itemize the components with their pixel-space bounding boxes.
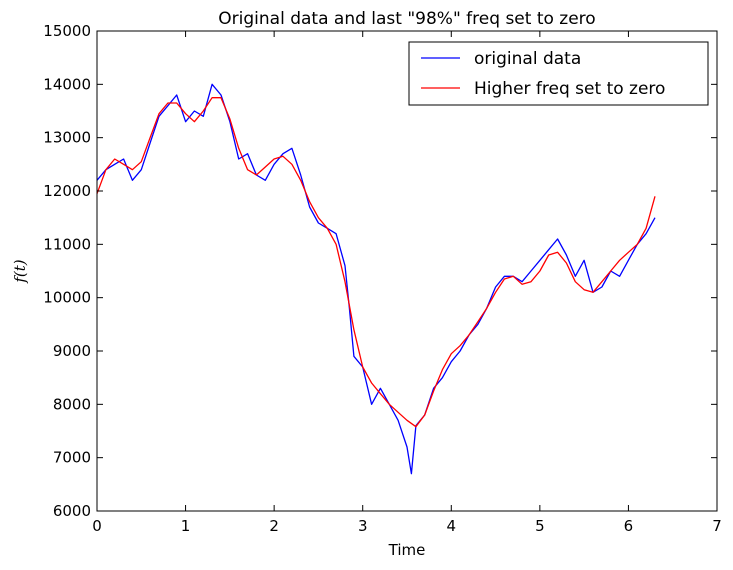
legend-label-higher-freq: Higher freq set to zero [474,79,665,99]
y-tick-label: 6000 [53,502,91,520]
series-line-1 [96,97,656,428]
y-axis-label: f(t) [11,259,29,283]
y-tick-label: 11000 [43,235,91,253]
x-tick-label: 2 [269,517,279,535]
y-tick-label: 10000 [43,289,91,307]
y-tick-label: 12000 [43,182,91,200]
y-tick-label: 13000 [43,129,91,147]
y-ticks: 6000 7000 8000 9000 10000 11000 12000 13000 1400… [43,22,717,520]
y-tick-label: 14000 [43,75,91,93]
x-tick-label: 1 [181,517,191,535]
x-tick-label: 5 [535,517,545,535]
y-tick-label: 8000 [53,395,91,413]
y-tick-label: 15000 [43,22,91,40]
legend-label-original-data: original data [474,49,581,69]
legend: original data Higher freq set to zero [408,41,709,106]
x-tick-label: 6 [624,517,634,535]
x-tick-label: 0 [92,517,102,535]
x-tick-label: 7 [712,517,722,535]
x-axis-label: Time [388,541,426,559]
x-ticks: 0 1 2 3 4 5 6 7 [92,31,722,535]
x-tick-label: 3 [358,517,368,535]
x-tick-label: 4 [447,517,457,535]
chart-title: Original data and last "98%" freq set to… [218,9,595,29]
plot-frame [96,30,718,512]
y-tick-label: 7000 [53,449,91,467]
series-layer [96,83,656,475]
y-tick-label: 9000 [53,342,91,360]
legend-box [408,41,709,106]
series-line-0 [96,83,656,475]
